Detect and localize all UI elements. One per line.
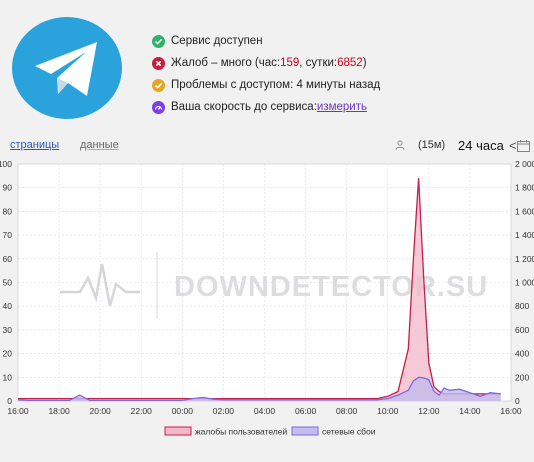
complaints-hour: 159 <box>280 57 300 69</box>
x-tick-label: 18:00 <box>48 406 70 416</box>
y-left-tick-label: 10 <box>3 372 13 382</box>
x-tick-label: 16:00 <box>500 406 522 416</box>
watermark-text: DOWNDETECTOR.SU <box>174 271 488 303</box>
complaints-mid: , сутки: <box>299 57 338 69</box>
y-left-tick-label: 60 <box>3 254 13 264</box>
telegram-paper-plane-icon <box>12 17 122 119</box>
series-line-complaints <box>18 178 501 400</box>
legend-label-network-failures: сетевые сбои <box>322 427 376 437</box>
chart-svg: DOWNDETECTOR.SU 010203040506070809010002… <box>0 159 534 437</box>
check-circle-icon <box>152 34 165 48</box>
y-right-tick-label: 1 200 <box>515 254 534 264</box>
x-tick-label: 04:00 <box>254 406 276 416</box>
x-tick-label: 00:00 <box>172 406 194 416</box>
x-tick-label: 14:00 <box>459 406 481 416</box>
y-left-tick-label: 100 <box>0 159 12 169</box>
tab-pages[interactable]: страницы <box>10 139 60 151</box>
legend-swatch-network-failures <box>291 426 319 436</box>
x-tick-label: 12:00 <box>418 406 440 416</box>
service-logo <box>11 16 123 120</box>
y-right-tick-label: 200 <box>515 372 529 382</box>
y-left-tick-label: 0 <box>7 396 12 406</box>
chart-legend: жалобы пользователей сетевые сбои <box>164 426 376 437</box>
complaints-suffix: ) <box>362 57 367 69</box>
status-speed: Ваша скорость до сервиса: измерить <box>152 96 380 118</box>
y-right-tick-label: 0 <box>515 396 520 406</box>
y-right-tick-label: 400 <box>515 349 529 359</box>
x-tick-label: 06:00 <box>295 406 317 416</box>
tab-data[interactable]: данные <box>80 139 119 151</box>
chart-series <box>17 178 501 402</box>
measure-speed-link[interactable]: измерить <box>316 101 367 113</box>
status-complaints: Жалоб – много (час: 159, сутки: 6852) <box>152 52 380 74</box>
warning-check-circle-icon <box>152 78 165 92</box>
speed-prefix: Ваша скорость до сервиса: <box>171 101 317 113</box>
y-left-tick-label: 70 <box>3 230 13 240</box>
x-tick-label: 08:00 <box>336 406 358 416</box>
status-available: Сервис доступен <box>152 30 380 52</box>
speed-circle-icon <box>152 100 165 114</box>
y-left-tick-label: 80 <box>3 206 13 216</box>
y-right-tick-label: 600 <box>515 325 529 335</box>
complaints-day: 6852 <box>337 57 363 69</box>
legend-label-complaints: жалобы пользователей <box>195 427 287 437</box>
range-selector[interactable]: 24 часа <box>458 138 504 153</box>
series-area-network-failures <box>18 377 501 401</box>
y-left-tick-label: 50 <box>3 278 13 288</box>
x-tick-label: 10:00 <box>377 406 399 416</box>
y-left-tick-label: 30 <box>3 325 13 335</box>
status-list: Сервис доступен Жалоб – много (час: 159,… <box>152 30 380 118</box>
status-available-text: Сервис доступен <box>171 35 263 47</box>
x-tick-label: 20:00 <box>90 406 112 416</box>
status-problems: Проблемы с доступом: 4 минуты назад <box>152 74 380 96</box>
complaints-prefix: Жалоб – много (час: <box>171 57 281 69</box>
user-icon[interactable] <box>395 140 405 150</box>
interval-button[interactable]: (15м) <box>418 139 446 151</box>
legend-swatch-complaints <box>164 426 192 436</box>
y-right-tick-label: 1 000 <box>515 278 534 288</box>
watermark-pulse-icon <box>60 252 158 318</box>
y-right-tick-label: 1 800 <box>515 183 534 193</box>
watermark: DOWNDETECTOR.SU <box>60 252 488 318</box>
series-line-network-failures <box>17 376 501 402</box>
y-right-tick-label: 1 400 <box>515 230 534 240</box>
complaints-chart: DOWNDETECTOR.SU 0 10 20 30 40 50 60 70 80 90 100 0 2… <box>0 156 534 462</box>
error-x-circle-icon <box>152 56 165 70</box>
x-tick-label: 02:00 <box>213 406 235 416</box>
y-left-tick-label: 90 <box>3 183 13 193</box>
calendar-icon[interactable] <box>517 140 530 152</box>
y-left-tick-label: 20 <box>3 349 13 359</box>
y-right-tick-label: 800 <box>515 301 529 311</box>
chart-toolbar: страницы данные (15м) 24 часа < <box>0 136 534 158</box>
y-left-tick-label: 40 <box>3 301 13 311</box>
x-tick-label: 22:00 <box>131 406 153 416</box>
prev-period-button[interactable]: < <box>509 138 517 153</box>
y-right-tick-label: 1 600 <box>515 206 534 216</box>
status-problems-text: Проблемы с доступом: 4 минуты назад <box>171 79 381 91</box>
x-tick-label: 16:00 <box>7 406 29 416</box>
y-right-tick-label: 2 000 <box>515 159 534 169</box>
